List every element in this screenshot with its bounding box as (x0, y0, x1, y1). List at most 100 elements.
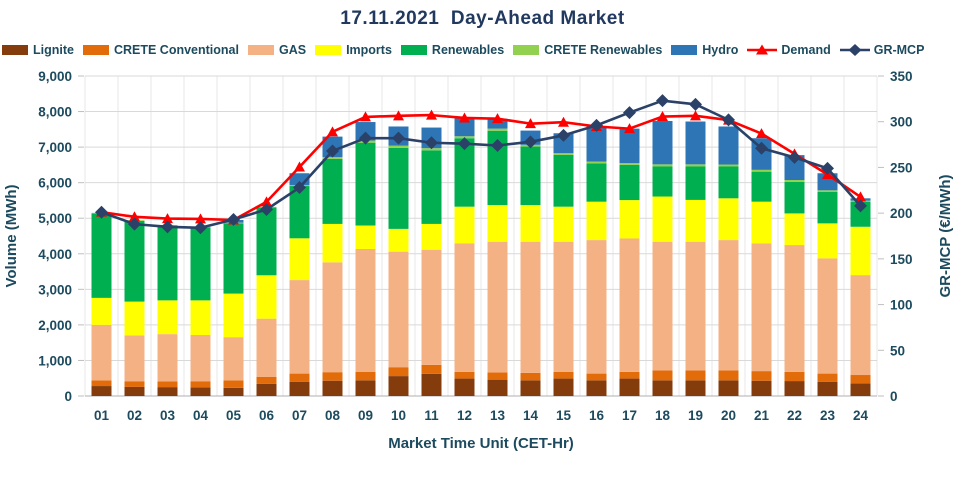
bar-segment-renewables-h16 (586, 163, 607, 202)
bar-segment-crete-conventional-h15 (553, 372, 574, 379)
legend-swatch-hydro (671, 45, 698, 55)
bar-segment-crete-conventional-h01 (91, 380, 112, 387)
legend-label: GAS (278, 43, 307, 57)
legend-swatch-renewables (400, 45, 427, 55)
bar-segment-imports-h18 (652, 196, 673, 242)
bar-segment-lignite-h08 (322, 380, 343, 396)
x-axis-tick-label: 04 (193, 408, 209, 423)
bar-segment-imports-h08 (322, 223, 343, 263)
legend-swatch-lignite (2, 45, 28, 55)
bar-segment-gas-h17 (619, 238, 640, 372)
bar-segment-renewables-h17 (619, 164, 640, 201)
bar-segment-gas-h08 (322, 262, 343, 373)
demand-marker-h13 (492, 113, 503, 124)
chart-svg: 0 1,000 2,000 3,000 4,000 5,000 6,000 7,000 8,00… (3, 69, 954, 452)
y-axis-right-tick-label: 100 (890, 298, 913, 313)
gr-mcp-marker-h23 (821, 161, 834, 175)
x-axis-tick-label: 22 (787, 408, 802, 423)
demand-marker-h04 (195, 213, 206, 224)
bar-segment-crete-renewables-h22 (784, 180, 805, 182)
bar-segment-hydro-h16 (586, 126, 607, 162)
legend-item-hydro: Hydro (671, 43, 738, 57)
bar-segment-imports-h16 (586, 201, 607, 241)
legend-label: Lignite (33, 43, 74, 57)
x-axis-tick-label: 03 (160, 408, 176, 423)
y-axis-right-tick-label: 150 (890, 252, 913, 267)
bar-segment-crete-conventional-h18 (652, 370, 673, 381)
bar-segment-lignite-h19 (685, 380, 706, 396)
x-axis-tick-label: 12 (457, 408, 472, 423)
bar-segment-renewables-h01 (91, 213, 112, 298)
x-axis-tick-label: 09 (358, 408, 373, 423)
chart-title: 17.11.2021 Day-Ahead Market (340, 8, 625, 29)
bar-segment-imports-h11 (421, 223, 442, 250)
gr-mcp-marker-h10 (392, 131, 405, 145)
bar-segment-crete-renewables-h17 (619, 163, 640, 165)
legend-swatch-crete-conventional (82, 45, 109, 55)
x-axis-tick-label: 17 (622, 408, 637, 423)
bar-segment-lignite-h16 (586, 380, 607, 396)
bar-segment-gas-h05 (223, 337, 244, 381)
bar-segment-gas-h04 (190, 335, 211, 382)
gr-mcp-marker-h09 (359, 131, 372, 145)
bar-segment-imports-h21 (751, 201, 772, 244)
bar-segment-lignite-h01 (91, 386, 112, 396)
bar-segment-imports-h07 (289, 238, 310, 281)
demand-marker-h10 (393, 110, 404, 121)
x-axis-tick-label: 01 (94, 408, 110, 423)
legend-swatch-gas (247, 45, 274, 55)
legend-item-renewables: Renewables (400, 43, 504, 57)
bar-segment-crete-conventional-h22 (784, 371, 805, 382)
bar-segment-hydro-h13 (487, 118, 508, 129)
bar-segment-hydro-h22 (784, 155, 805, 180)
bar-segment-renewables-h19 (685, 166, 706, 200)
bar-segment-gas-h13 (487, 241, 508, 373)
bar-segment-lignite-h13 (487, 379, 508, 396)
bar-segment-renewables-h06 (256, 207, 277, 276)
bar-segment-gas-h03 (157, 334, 178, 382)
bar-segment-crete-conventional-h16 (586, 373, 607, 381)
bar-segment-gas-h02 (124, 335, 145, 382)
y-axis-right-tick-label: 350 (890, 69, 913, 84)
bar-segment-hydro-h07 (289, 173, 310, 185)
y-axis-right-tick-label: 300 (890, 115, 913, 130)
bar-segment-imports-h20 (718, 198, 739, 241)
bar-segment-crete-conventional-h08 (322, 372, 343, 381)
bar-segment-imports-h15 (553, 206, 574, 242)
bar-segment-renewables-h20 (718, 166, 739, 199)
x-axis-tick-label: 20 (721, 408, 736, 423)
bar-segment-imports-h10 (388, 228, 409, 252)
bar-segment-renewables-h15 (553, 154, 574, 207)
bar-segment-renewables-h24 (850, 201, 871, 227)
bar-segment-lignite-h15 (553, 378, 574, 396)
legend: Lignite CRETE Conventional GAS Imports Renew… (2, 40, 963, 60)
bar-segment-gas-h21 (751, 243, 772, 372)
bar-segment-lignite-h20 (718, 380, 739, 396)
gr-mcp-marker-h17 (623, 106, 636, 120)
bar-segment-renewables-h02 (124, 220, 145, 302)
y-axis-right-tick-label: 50 (890, 343, 905, 358)
bar-segment-imports-h04 (190, 300, 211, 336)
bar-segment-crete-conventional-h06 (256, 376, 277, 384)
bar-segment-gas-h18 (652, 241, 673, 371)
y-axis-left-tick-label: 9,000 (38, 69, 72, 84)
bar-segment-crete-conventional-h23 (817, 373, 838, 382)
bar-segment-crete-conventional-h02 (124, 381, 145, 387)
x-axis-tick-label: 24 (853, 408, 869, 423)
bar-segment-gas-h15 (553, 241, 574, 372)
gr-mcp-marker-h03 (161, 220, 174, 234)
bar-segment-imports-h06 (256, 275, 277, 319)
gr-mcp-marker-h14 (524, 135, 537, 149)
gr-mcp-line-icon (839, 44, 870, 56)
y-axis-left-tick-label: 7,000 (38, 140, 72, 155)
y-axis-left-tick-label: 3,000 (38, 282, 72, 297)
y-axis-left-tick-label: 1,000 (38, 353, 72, 368)
y-axis-left-tick-label: 5,000 (38, 211, 72, 226)
bar-segment-renewables-h23 (817, 191, 838, 224)
bar-segment-gas-h01 (91, 324, 112, 381)
bar-segment-renewables-h10 (388, 147, 409, 229)
bar-segment-gas-h20 (718, 240, 739, 371)
gr-mcp-marker-h02 (128, 217, 141, 231)
gr-mcp-marker-h18 (656, 94, 669, 108)
gr-mcp-marker-h20 (722, 113, 735, 127)
